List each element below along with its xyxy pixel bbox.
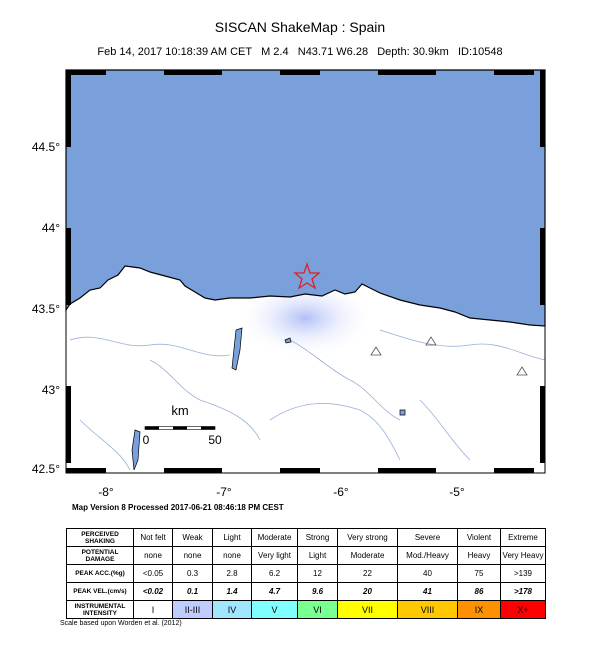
scale-bar: km 0 50 xyxy=(143,403,222,447)
scale-tick: 0 xyxy=(143,433,150,447)
table-cell: 6.2 xyxy=(251,564,298,583)
table-cell: 75 xyxy=(457,564,501,583)
scale-bar-outline xyxy=(144,426,216,430)
table-cell: >139 xyxy=(500,564,546,583)
table-cell: IV xyxy=(212,600,252,619)
table-cell: Violent xyxy=(457,528,501,547)
table-cell: X+ xyxy=(500,600,546,619)
subtitle: Feb 14, 2017 10:18:39 AM CET M 2.4 N43.7… xyxy=(97,46,502,58)
table-cell: <0.02 xyxy=(133,582,173,601)
table-cell: none xyxy=(172,546,213,565)
row-header: PEAK ACC.(%g) xyxy=(66,564,134,583)
lat-label: 42.5° xyxy=(32,462,60,476)
table-cell: 1.4 xyxy=(212,582,252,601)
table-cell: II-III xyxy=(172,600,213,619)
table-cell: none xyxy=(212,546,252,565)
table-cell: 20 xyxy=(337,582,398,601)
row-header: PEAK VEL.(cm/s) xyxy=(66,582,134,601)
table-cell: none xyxy=(133,546,173,565)
table-cell: Extreme xyxy=(500,528,546,547)
table-cell: V xyxy=(251,600,298,619)
row-header: INSTRUMENTAL INTENSITY xyxy=(66,600,134,619)
table-cell: <0.05 xyxy=(133,564,173,583)
table-cell: 22 xyxy=(337,564,398,583)
table-cell: Moderate xyxy=(251,528,298,547)
stations xyxy=(370,336,528,376)
row-header: PERCEIVED SHAKING xyxy=(66,528,134,547)
table-cell: Weak xyxy=(172,528,213,547)
title: SISCAN ShakeMap : Spain xyxy=(215,19,385,35)
sea xyxy=(65,69,546,327)
table-cell: 4.7 xyxy=(251,582,298,601)
table-row: PEAK ACC.(%g) <0.05 0.3 2.8 6.2 12 22 40 75 >139 xyxy=(66,564,546,583)
lon-label: -8° xyxy=(98,485,114,499)
table-cell: 12 xyxy=(297,564,338,583)
lat-label: 44.5° xyxy=(32,140,60,154)
table-cell: Light xyxy=(212,528,252,547)
table-cell: VII xyxy=(337,600,398,619)
table-cell: IX xyxy=(457,600,501,619)
table-cell: 9.6 xyxy=(297,582,338,601)
table-cell: 86 xyxy=(457,582,501,601)
lon-label: -5° xyxy=(449,485,465,499)
table-cell: 41 xyxy=(397,582,458,601)
scale-tick: 50 xyxy=(208,433,222,447)
lakes xyxy=(131,327,406,471)
table-cell: 40 xyxy=(397,564,458,583)
table-cell: Very strong xyxy=(337,528,398,547)
table-cell: 0.1 xyxy=(172,582,213,601)
table-cell: Mod./Heavy xyxy=(397,546,458,565)
table-row: POTENTIAL DAMAGE none none none Very light Li… xyxy=(66,546,546,565)
table-cell: VI xyxy=(297,600,338,619)
shaking-area xyxy=(235,278,375,358)
table-cell: 0.3 xyxy=(172,564,213,583)
lat-label: 43° xyxy=(42,383,60,397)
table-cell: >178 xyxy=(500,582,546,601)
scale-label: km xyxy=(171,403,188,418)
table-cell: Very light xyxy=(251,546,298,565)
map-figure: SISCAN ShakeMap : Spain Feb 14, 2017 10:… xyxy=(32,19,546,512)
table-cell: Heavy xyxy=(457,546,501,565)
table-row: INSTRUMENTAL INTENSITY I II-III IV V VI VII VII… xyxy=(66,600,546,619)
lat-label: 44° xyxy=(42,221,60,235)
table-cell: 2.8 xyxy=(212,564,252,583)
row-header: POTENTIAL DAMAGE xyxy=(66,546,134,565)
footnote: Scale based upon Worden et al. (2012) xyxy=(60,620,182,627)
table-cell: Light xyxy=(297,546,338,565)
table-cell: VIII xyxy=(397,600,458,619)
lon-label: -6° xyxy=(333,485,349,499)
lat-label: 43.5° xyxy=(32,302,60,316)
rivers xyxy=(69,329,546,471)
table-cell: I xyxy=(133,600,173,619)
intensity-table: PERCEIVED SHAKING Not felt Weak Light Modera… xyxy=(66,528,546,619)
lon-label: -7° xyxy=(216,485,232,499)
table-cell: Very Heavy xyxy=(500,546,546,565)
table-cell: Severe xyxy=(397,528,458,547)
table-row: PEAK VEL.(cm/s) <0.02 0.1 1.4 4.7 9.6 20 41 86 >1… xyxy=(66,582,546,601)
table-cell: Strong xyxy=(297,528,338,547)
frame-ticks xyxy=(66,70,545,473)
table-cell: Moderate xyxy=(337,546,398,565)
table-cell: Not felt xyxy=(133,528,173,547)
epicenter xyxy=(293,261,321,290)
table-row: PERCEIVED SHAKING Not felt Weak Light Modera… xyxy=(66,528,546,547)
version-note: Map Version 8 Processed 2017-06-21 08:46… xyxy=(72,503,284,512)
